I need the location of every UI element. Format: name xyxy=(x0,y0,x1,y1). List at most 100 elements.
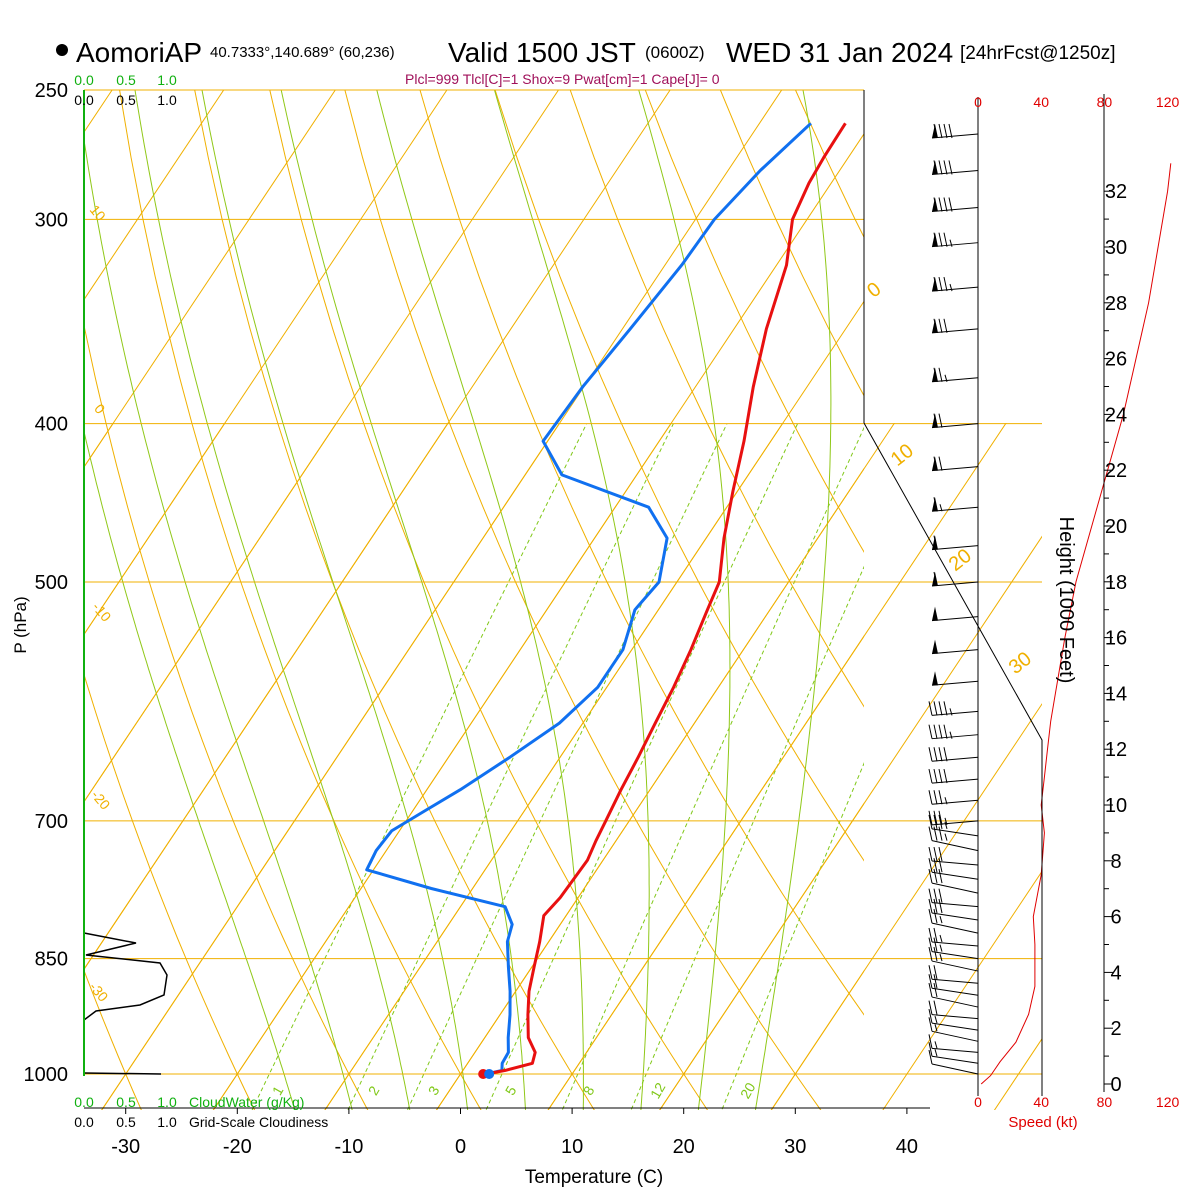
speed-panel-border xyxy=(863,422,1043,1096)
wind-barb-feather xyxy=(928,909,933,924)
wind-barb-icon xyxy=(928,974,979,996)
wind-barb-icon xyxy=(931,367,979,383)
wind-barb-icon xyxy=(928,965,979,984)
wind-barb-staff xyxy=(931,581,979,587)
wind-barb-feather xyxy=(928,1042,933,1057)
wind-barb-icon xyxy=(931,671,979,686)
wind-barb-icon xyxy=(928,909,979,934)
speed-axis-title: Speed (kt) xyxy=(1008,1114,1077,1131)
wind-barb-feather xyxy=(943,232,948,247)
wind-barb-feather xyxy=(933,197,938,212)
x-tick-label: 30 xyxy=(784,1136,806,1158)
wind-barb-icon xyxy=(928,1008,979,1031)
wind-barb-feather xyxy=(933,965,938,980)
x-tick-label: 40 xyxy=(896,1136,918,1158)
wind-barb-feather xyxy=(938,888,943,903)
y-axis-title: P (hPa) xyxy=(11,596,30,653)
wind-barb-feather xyxy=(933,946,938,962)
height-tick-label: 2 xyxy=(1110,1018,1121,1040)
wind-barb-half-feather xyxy=(944,833,948,841)
wind-barb-feather xyxy=(938,747,943,762)
wind-barb-feather xyxy=(933,747,938,762)
isotherm-line xyxy=(973,90,1200,1142)
wind-barb-feather xyxy=(938,160,943,175)
dry-adiabat-line xyxy=(644,90,864,553)
height-tick-label: 22 xyxy=(1105,460,1127,482)
x-tick-label: 20 xyxy=(673,1136,695,1158)
wind-barb-staff xyxy=(931,286,979,292)
dry-adiabat-line xyxy=(269,90,709,1110)
wind-barb-icon xyxy=(931,606,979,622)
isotherm-line xyxy=(659,535,1042,1110)
wind-barb-icon xyxy=(931,318,979,334)
speed-tick-bottom: 40 xyxy=(1033,1094,1049,1110)
isotherm-line xyxy=(84,90,225,301)
wind-barb-feather xyxy=(928,974,933,989)
wind-barb-icon xyxy=(928,898,979,921)
wind-barb-feather xyxy=(938,197,943,212)
moist-adiabat-line xyxy=(84,429,296,1110)
dry-adiabat-line xyxy=(795,90,864,239)
wind-barb-feather xyxy=(933,768,938,784)
cloudiness-tick-top: 0.5 xyxy=(116,92,136,108)
wind-barb-icon xyxy=(928,868,979,894)
wind-barb-staff xyxy=(931,680,979,686)
wind-barb-feather xyxy=(938,768,943,784)
mixing-ratio-line xyxy=(721,762,864,1110)
isotherm-label: 30 xyxy=(1005,648,1036,679)
wind-barb-staff xyxy=(931,756,979,762)
isotherm-line xyxy=(0,90,1,1142)
indices-label: Plcl=999 Tlcl[C]=1 Shox=9 Pwat[cm]=1 Cap… xyxy=(405,71,720,87)
wind-barb-staff xyxy=(931,840,979,852)
wind-barb-feather xyxy=(928,858,933,873)
cloudwater-tick-top: 1.0 xyxy=(157,72,177,88)
height-tick-label: 12 xyxy=(1105,739,1127,761)
wind-barb-staff xyxy=(931,828,979,837)
pressure-tick-label: 250 xyxy=(35,80,68,102)
wind-barb-feather xyxy=(928,826,933,841)
cloudwater-tick-bottom: 1.0 xyxy=(157,1094,177,1110)
wind-barb-feather xyxy=(928,846,933,862)
wind-barb-feather xyxy=(928,701,933,716)
x-tick-label: -20 xyxy=(223,1136,252,1158)
wind-barb-feather xyxy=(943,768,948,784)
isotherm-line xyxy=(862,90,1200,1142)
wind-barb-staff xyxy=(931,1055,979,1064)
wind-barb-feather xyxy=(933,810,938,825)
moist-adiabat-line xyxy=(494,90,650,1110)
wind-barb-half-feather xyxy=(939,934,943,943)
x-tick-label: 0 xyxy=(455,1136,466,1158)
dry-adiabat-line xyxy=(344,90,822,1110)
wind-barb-icon xyxy=(931,639,979,655)
wind-barb-icon xyxy=(928,946,979,972)
wind-barb-half-feather xyxy=(934,1015,938,1024)
wind-barb-half-feather xyxy=(939,916,943,924)
height-tick-label: 14 xyxy=(1105,683,1127,705)
dry-adiabat-line xyxy=(119,90,482,1110)
wind-barb-staff xyxy=(931,1022,979,1031)
wind-barb-feather xyxy=(928,1008,933,1024)
wind-barb-feather xyxy=(943,197,948,212)
speed-tick-bottom: 120 xyxy=(1156,1094,1180,1110)
isotherm-line xyxy=(84,90,336,468)
wind-barb-half-feather xyxy=(949,708,953,716)
wind-barb-feather xyxy=(928,1017,933,1032)
wind-barb-half-feather xyxy=(944,797,948,805)
wind-barb-feather xyxy=(938,790,943,805)
wind-barb-feather xyxy=(938,413,943,428)
wind-barb-feather xyxy=(928,724,933,739)
wind-barb-icon xyxy=(928,937,979,960)
moist-adiabat-line xyxy=(376,90,584,1110)
wind-barb-feather xyxy=(938,367,943,382)
isotherm-line xyxy=(84,423,114,468)
wind-barb-icon xyxy=(928,701,979,716)
dry-adiabat-line xyxy=(494,90,864,862)
isotherm-line xyxy=(547,423,1007,1110)
wind-barb-staff xyxy=(931,328,979,334)
cloudwater-tick-bottom: 0.0 xyxy=(74,1094,94,1110)
isotherm-line xyxy=(212,423,672,1110)
pressure-tick-label: 700 xyxy=(35,811,68,833)
isotherm-line xyxy=(84,423,449,971)
height-tick-label: 32 xyxy=(1105,181,1127,203)
